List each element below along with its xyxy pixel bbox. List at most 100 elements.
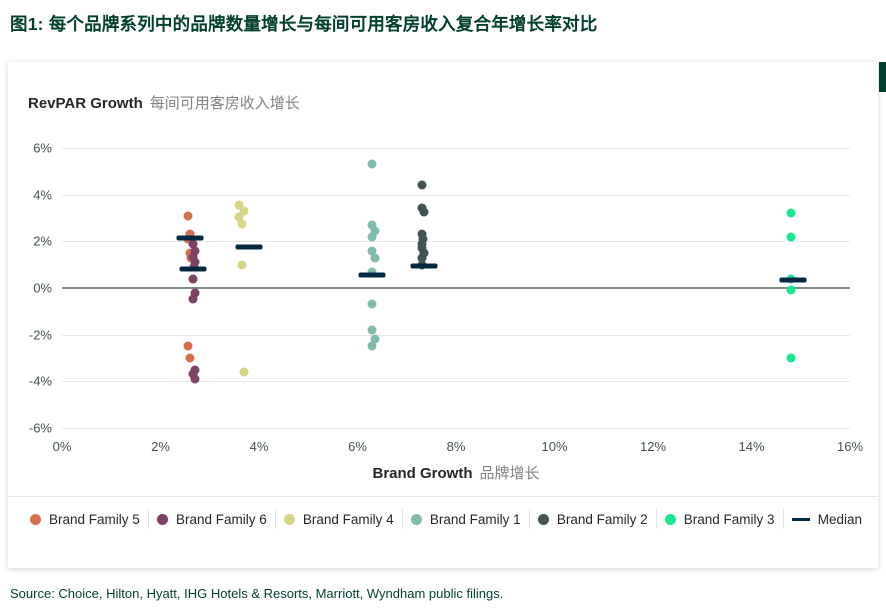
data-point [367,232,377,242]
data-point [417,239,427,249]
x-tick-label: 12% [639,439,667,454]
gridline [62,381,850,383]
x-axis-title: Brand Growth 品牌增长 [62,462,850,483]
x-tick-label: 0% [52,439,72,454]
data-point [367,159,377,169]
source-note: Source: Choice, Hilton, Hyatt, IHG Hotel… [10,586,504,601]
legend-separator [274,509,276,529]
data-point [786,208,796,218]
plot-area: 6% 4% 2% 0% -2% -4% -6% 0% 2% 4% 6% 8% 10% 12% 14% 16% [29,141,863,455]
data-point [190,246,200,256]
data-point [418,234,427,244]
x-tick-label: 14% [738,439,765,454]
y-tick-label: 4% [33,187,52,203]
data-point [190,288,200,298]
data-point [367,267,377,277]
legend-label: Brand Family 3 [683,511,775,527]
legend-item: Brand Family 4 [283,512,394,527]
data-point [188,369,197,379]
legend-separator [528,509,530,529]
data-point [185,353,195,363]
median-marker [358,272,386,278]
legend-separator [782,509,784,529]
data-point [419,207,429,217]
data-point [239,367,249,377]
data-point [188,294,197,303]
y-tick-label: -6% [28,420,52,436]
legend-item: Brand Family 3 [664,511,775,527]
y-tick-label: 0% [33,280,52,296]
data-point [190,374,200,384]
data-point [190,257,200,267]
legend-item-median: Median [791,511,862,527]
data-point [370,334,380,344]
data-point [239,206,249,216]
x-tick-label: 4% [249,439,269,454]
legend-label: Brand Family 6 [175,511,267,527]
x-axis-title-en: Brand Growth [372,465,473,482]
legend-label: Median [817,511,862,527]
median-marker [176,235,204,241]
gridline [62,428,850,429]
data-point [237,260,247,270]
legend-divider [8,496,878,497]
legend-swatch-icon [537,513,549,525]
y-tick-label: -2% [28,327,52,343]
zero-gridline [62,287,850,289]
legend: Brand Family 5 Brand Family 6 Brand Family… [30,496,862,542]
legend-swatch-icon [30,513,41,525]
data-point [417,229,427,239]
median-marker [410,263,438,269]
data-point [190,365,200,375]
data-point [367,325,377,335]
y-axis-title: RevPAR Growth 每间可用客房收入增长 [28,92,300,113]
legend-separator [147,509,149,529]
legend-item: Brand Family 6 [156,511,267,527]
legend-swatch-icon [283,513,295,525]
gridline [62,334,850,336]
data-point [188,274,197,284]
data-point [367,341,377,351]
legend-label: Brand Family 1 [429,511,521,527]
gridline [62,241,850,243]
legend-item: Brand Family 2 [537,511,648,527]
x-tick-label: 8% [446,439,466,454]
data-point [786,285,796,295]
data-point [183,341,193,351]
data-point [237,219,247,229]
data-point [419,248,429,258]
data-point [417,180,427,190]
data-point [786,353,796,363]
legend-item: Brand Family 5 [30,512,140,527]
data-point [370,253,380,263]
legend-swatch-icon [410,513,422,525]
data-point [183,211,193,221]
y-tick-label: 2% [33,233,52,249]
y-tick-label: 6% [33,140,52,156]
median-marker [235,244,263,250]
legend-label: Brand Family 2 [556,511,648,527]
x-tick-label: 16% [836,439,864,454]
data-point [188,239,197,249]
legend-swatch-icon [664,513,676,525]
median-marker [179,266,206,272]
data-point [367,246,377,256]
data-point [417,203,427,212]
y-tick-label: -4% [28,373,52,389]
legend-label: Brand Family 5 [49,511,140,527]
chart-panel: RevPAR Growth 每间可用客房收入增长 6% 4% 2% 0% -2% -4% -6… [8,62,878,568]
y-axis-title-en: RevPAR Growth [28,95,143,112]
data-point [234,212,244,222]
legend-separator [401,509,403,529]
legend-separator [655,509,657,529]
median-dash-icon [791,517,810,521]
data-point [370,226,380,236]
data-point [185,229,195,239]
data-point [417,243,427,253]
x-tick-label: 2% [151,439,170,454]
data-point [188,252,197,261]
y-axis-title-zh: 每间可用客房收入增长 [149,95,300,112]
median-marker [779,277,807,283]
data-point [786,232,796,242]
right-accent-bar [879,62,886,92]
